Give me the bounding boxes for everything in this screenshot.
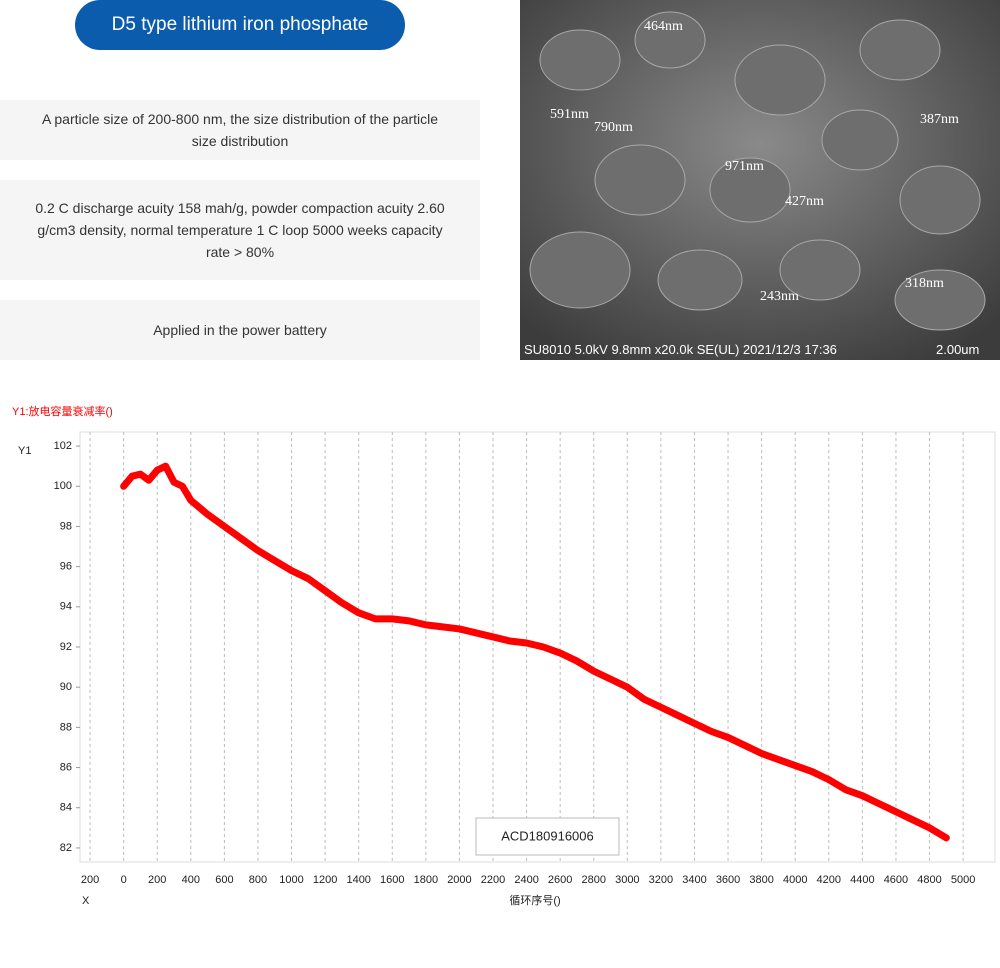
measure-label: 790nm <box>594 120 633 135</box>
measure-label: 464nm <box>644 19 683 34</box>
x-tick-label: 1600 <box>380 874 404 886</box>
feature-box: Applied in the power battery <box>0 300 480 360</box>
x-tick-label: 4400 <box>850 874 874 886</box>
image-caption: SU8010 5.0kV 9.8mm x20.0k SE(UL) 2021/12… <box>524 342 837 357</box>
x-tick-label: 4200 <box>817 874 841 886</box>
y-label: Y1 <box>18 445 31 457</box>
measure-label: 971nm <box>725 159 764 174</box>
y-tick-label: 94 <box>60 601 72 613</box>
measure-label: 591nm <box>550 107 589 122</box>
x-tick-label: 600 <box>215 874 233 886</box>
x-tick-label: 200 <box>81 874 99 886</box>
measure-label: 318nm <box>905 276 944 291</box>
feature-box: 0.2 C discharge acuity 158 mah/g, powder… <box>0 180 480 280</box>
y-tick-label: 90 <box>60 681 72 693</box>
measure-label: 427nm <box>785 194 824 209</box>
title-pill: D5 type lithium iron phosphate <box>75 0 405 50</box>
particles <box>529 11 986 331</box>
x-tick-label: 2000 <box>447 874 471 886</box>
annotation-box <box>475 817 620 856</box>
x-tick-label: 4600 <box>884 874 908 886</box>
x-tick-label: 1200 <box>313 874 337 886</box>
x-tick-label: 3600 <box>716 874 740 886</box>
y-tick-label: 84 <box>60 802 72 814</box>
x-tick-label: 2600 <box>548 874 572 886</box>
y-tick-label: 102 <box>54 440 72 452</box>
y-tick-label: 86 <box>60 761 72 773</box>
x-tick-label: 3400 <box>682 874 706 886</box>
x-tick-label: 1800 <box>414 874 438 886</box>
feature-box: A particle size of 200-800 nm, the size … <box>0 100 480 160</box>
x-tick-label: 1000 <box>279 874 303 886</box>
x-tick-label: 2400 <box>514 874 538 886</box>
y-tick-label: 88 <box>60 721 72 733</box>
y-tick-label: 100 <box>54 480 72 492</box>
data-line <box>120 462 950 842</box>
x-tick-label: 200 <box>148 874 166 886</box>
x-tick-label: 1400 <box>346 874 370 886</box>
x-tick-label: 5000 <box>951 874 975 886</box>
x-tick-label: 400 <box>182 874 200 886</box>
x-tick-label: 4800 <box>917 874 941 886</box>
measure-label: 243nm <box>760 289 799 304</box>
x-label: X <box>82 895 90 907</box>
x-tick-label: 2200 <box>481 874 505 886</box>
x-axis-title: 循环序号() <box>509 893 560 907</box>
x-tick-label: 4000 <box>783 874 807 886</box>
x-tick-label: 3800 <box>749 874 773 886</box>
y-tick-label: 96 <box>60 561 72 573</box>
x-tick-label: 3200 <box>649 874 673 886</box>
x-tick-label: 0 <box>121 874 127 886</box>
y-tick-label: 98 <box>60 520 72 532</box>
x-tick-label: 2800 <box>582 874 606 886</box>
y-axis-title: Y1:放电容量衰减率() <box>12 404 113 418</box>
x-tick-label: 800 <box>249 874 267 886</box>
scale-label: 2.00um <box>936 342 979 357</box>
annotation: ACD180916006 <box>501 828 594 843</box>
measure-label: 387nm <box>920 112 959 127</box>
sem-image: 464nm 591nm 790nm 387nm 971nm 427nm 318n… <box>520 0 1000 360</box>
chart: Y1:放电容量衰减率() Y1 X 循环序号() 200 0 200 400 600 80… <box>12 404 996 907</box>
y-tick-label: 82 <box>60 842 72 854</box>
x-tick-label: 3000 <box>615 874 639 886</box>
y-tick-label: 92 <box>60 641 72 653</box>
